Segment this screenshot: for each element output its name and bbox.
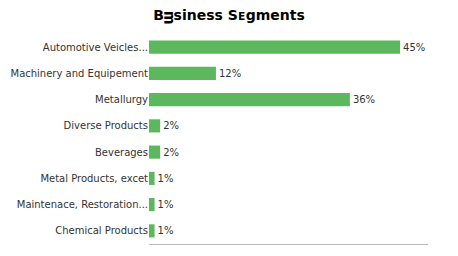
svg-text:Bᴟsiness Sᴇgments: Bᴟsiness Sᴇgments (153, 7, 305, 24)
svg-text:Metallurgy: Metallurgy (95, 94, 148, 105)
svg-text:45%: 45% (403, 42, 425, 53)
svg-text:1%: 1% (158, 225, 174, 236)
svg-text:Maintenace, Restoration...: Maintenace, Restoration... (17, 199, 148, 210)
svg-text:Diverse Products: Diverse Products (64, 120, 148, 131)
svg-text:2%: 2% (163, 120, 179, 131)
svg-text:2%: 2% (163, 147, 179, 158)
svg-text:Chemical Products: Chemical Products (55, 225, 148, 236)
svg-text:12%: 12% (219, 68, 241, 79)
svg-text:36%: 36% (353, 94, 375, 105)
svg-text:Automotive Veicles...: Automotive Veicles... (43, 42, 148, 53)
svg-text:1%: 1% (158, 173, 174, 184)
svg-text:1%: 1% (158, 199, 174, 210)
svg-text:Beverages: Beverages (95, 147, 148, 158)
svg-text:Machinery and Equipement: Machinery and Equipement (11, 68, 149, 79)
svg-text:Metal Products, excet: Metal Products, excet (40, 173, 148, 184)
